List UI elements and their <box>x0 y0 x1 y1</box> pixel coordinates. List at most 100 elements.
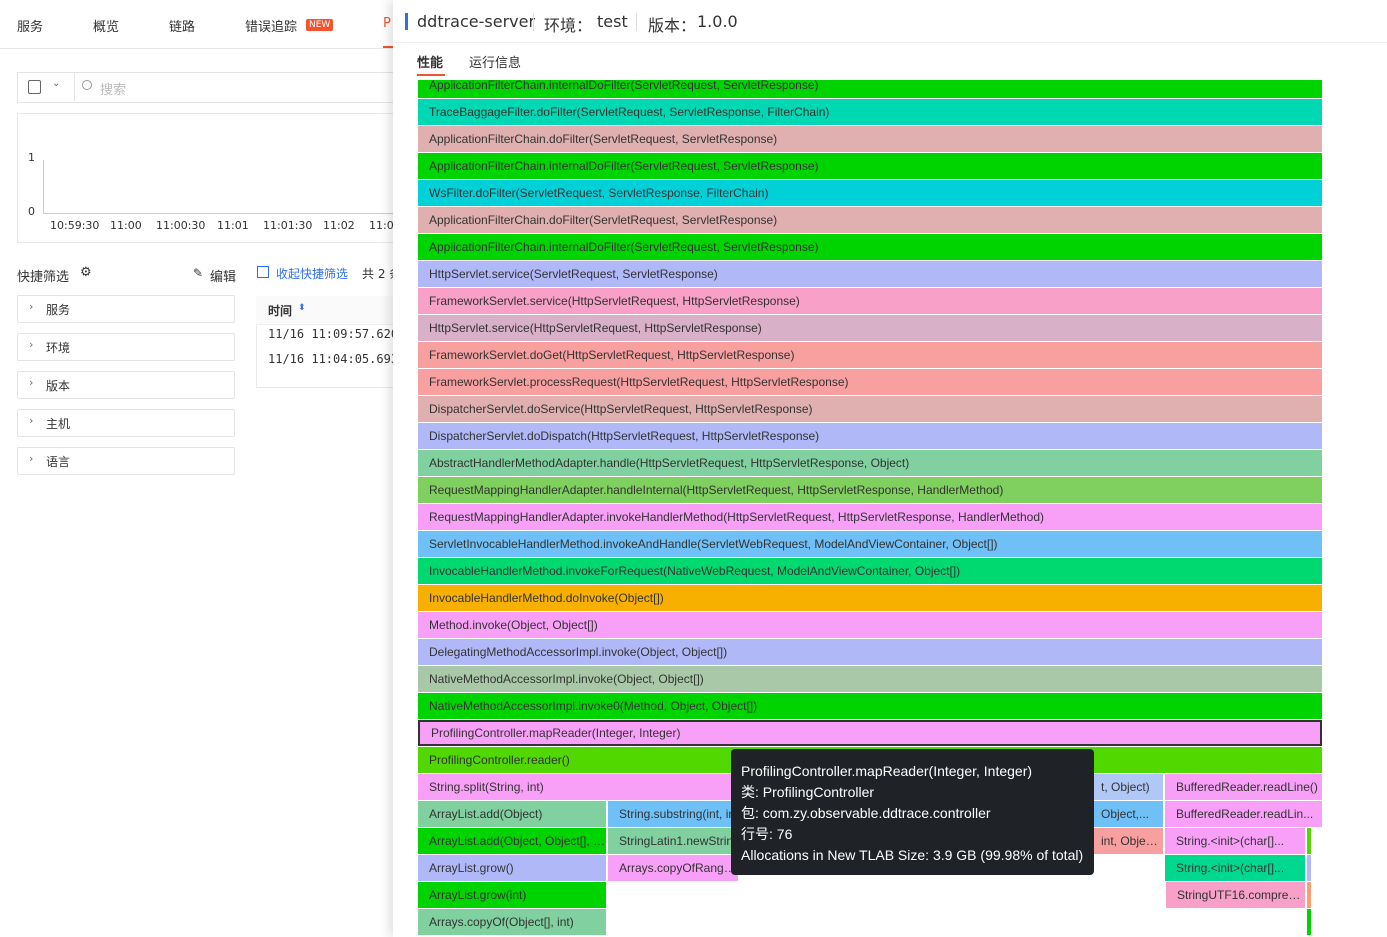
flame-frame[interactable]: RequestMappingHandlerAdapter.invokeHandl… <box>418 504 1322 530</box>
y-axis <box>43 160 44 214</box>
divider <box>74 73 75 101</box>
flame-frame[interactable]: FrameworkServlet.processRequest(HttpServ… <box>418 369 1322 395</box>
table-cell[interactable]: 11/16 11:04:05.693 <box>268 352 399 366</box>
version-label: 版本： <box>648 16 697 35</box>
flame-frame[interactable]: ProfilingController.mapReader(Integer, I… <box>418 720 1322 746</box>
flame-frame[interactable]: ApplicationFilterChain.internalDoFilter(… <box>418 153 1322 179</box>
flame-frame[interactable]: DispatcherServlet.doDispatch(HttpServlet… <box>418 423 1322 449</box>
filter-label[interactable]: 服务 <box>46 303 71 317</box>
flame-frame[interactable] <box>1307 855 1311 881</box>
expand-arrow[interactable]: › <box>29 414 34 427</box>
flame-frame[interactable]: String.<init>(char[]... <box>1165 855 1305 881</box>
table-cell[interactable]: 11/16 11:09:57.620 <box>268 327 399 341</box>
expand-arrow[interactable]: › <box>29 376 34 389</box>
flame-frame[interactable]: Arrays.copyOf(Object[], int) <box>418 909 606 935</box>
nav-item[interactable]: 链路 <box>169 20 196 35</box>
flame-frame[interactable]: FrameworkServlet.doGet(HttpServletReques… <box>418 342 1322 368</box>
filter-group[interactable] <box>17 333 235 361</box>
filter-group[interactable] <box>17 447 235 475</box>
flame-frame[interactable]: WsFilter.doFilter(ServletRequest, Servle… <box>418 180 1322 206</box>
nav-bar <box>0 0 393 49</box>
filter-label[interactable]: 主机 <box>46 417 71 431</box>
flame-frame[interactable] <box>1307 909 1311 935</box>
flame-frame[interactable]: BufferedReader.readLine() <box>1165 774 1322 800</box>
result-count: 共 2 条 <box>362 267 402 281</box>
settings-icon[interactable]: ⚙ <box>80 265 92 280</box>
flame-frame[interactable]: DelegatingMethodAccessorImpl.invoke(Obje… <box>418 639 1322 665</box>
flame-frame[interactable]: ApplicationFilterChain.doFilter(ServletR… <box>418 207 1322 233</box>
view-icon[interactable] <box>28 80 41 94</box>
dropdown-caret[interactable]: ⌄ <box>52 78 61 89</box>
service-name: ddtrace-server <box>417 12 536 31</box>
env-label: 环境： <box>544 16 593 35</box>
flame-frame[interactable]: HttpServlet.service(ServletRequest, Serv… <box>418 261 1322 287</box>
flame-frame[interactable]: ArrayList.add(Object) <box>418 801 606 827</box>
tooltip: ProfilingController.mapReader(Integer, I… <box>731 749 1094 875</box>
nav-item[interactable]: 服务 <box>17 20 44 35</box>
search-placeholder[interactable]: 搜索 <box>100 83 127 98</box>
filter-label[interactable]: 环境 <box>46 341 71 355</box>
filter-group[interactable] <box>17 295 235 323</box>
search-icon <box>82 80 92 90</box>
column-header[interactable]: 时间 <box>268 304 293 318</box>
flame-frame[interactable]: TraceBaggageFilter.doFilter(ServletReque… <box>418 99 1322 125</box>
flame-frame[interactable]: BufferedReader.readLin... <box>1165 801 1322 827</box>
x-tick-label: 11:01:30 <box>263 219 313 232</box>
tooltip-line: Allocations in New TLAB Size: 3.9 GB (99… <box>741 847 1084 863</box>
expand-arrow[interactable]: › <box>29 300 34 313</box>
tooltip-line: 包: com.zy.observable.ddtrace.controller <box>741 805 991 821</box>
flame-frame[interactable]: Arrays.copyOfRange... <box>608 855 738 881</box>
tab[interactable]: 运行信息 <box>469 56 522 71</box>
nav-item[interactable]: P <box>383 16 391 31</box>
flame-frame[interactable]: int, Object... <box>1090 828 1163 854</box>
header-divider <box>393 42 1387 43</box>
flame-frame[interactable]: DispatcherServlet.doService(HttpServletR… <box>418 396 1322 422</box>
flame-frame[interactable]: FrameworkServlet.service(HttpServletRequ… <box>418 288 1322 314</box>
filter-label[interactable]: 版本 <box>46 379 71 393</box>
flame-frame[interactable]: ApplicationFilterChain.doFilter(ServletR… <box>418 126 1322 152</box>
y-tick-label: 0 <box>28 205 35 218</box>
divider <box>636 13 637 31</box>
edit-icon[interactable]: ✎ <box>193 266 204 280</box>
flame-frame[interactable]: NativeMethodAccessorImpl.invoke0(Method,… <box>418 693 1322 719</box>
filter-label[interactable]: 语言 <box>46 455 71 469</box>
flame-frame[interactable]: InvocableHandlerMethod.invokeForRequest(… <box>418 558 1322 584</box>
flame-frame[interactable]: ArrayList.grow(int) <box>418 882 606 908</box>
flame-frame[interactable]: StringUTF16.compress... <box>1166 882 1305 908</box>
sort-icon[interactable]: ⬍ <box>298 303 306 313</box>
expand-arrow[interactable]: › <box>29 338 34 351</box>
flame-frame[interactable]: ArrayList.add(Object, Object[], int) <box>418 828 606 854</box>
flame-frame[interactable]: NativeMethodAccessorImpl.invoke(Object, … <box>418 666 1322 692</box>
nav-item[interactable]: 错误追踪 <box>245 20 298 35</box>
divider <box>533 13 534 31</box>
x-tick-label: 11:01 <box>217 219 249 232</box>
expand-arrow[interactable]: › <box>29 452 34 465</box>
collapse-icon[interactable] <box>257 266 269 278</box>
flame-frame[interactable]: t, Object) <box>1090 774 1163 800</box>
flame-frame[interactable]: ServletInvocableHandlerMethod.invokeAndH… <box>418 531 1322 557</box>
tab-active[interactable]: 性能 <box>417 56 444 71</box>
flame-frame[interactable]: String.<init>(char[]... <box>1165 828 1305 854</box>
flame-frame[interactable]: Object,... <box>1090 801 1163 827</box>
filter-group[interactable] <box>17 371 235 399</box>
quick-filter-title: 快捷筛选 <box>17 270 70 285</box>
title-accent <box>405 13 408 30</box>
flame-frame[interactable] <box>1307 828 1311 854</box>
flame-frame[interactable]: AbstractHandlerMethodAdapter.handle(Http… <box>418 450 1322 476</box>
nav-item[interactable]: 概览 <box>93 20 120 35</box>
flame-frame[interactable]: ApplicationFilterChain.internalDoFilter(… <box>418 234 1322 260</box>
edit-button[interactable]: 编辑 <box>210 270 237 285</box>
flame-frame[interactable] <box>1307 882 1311 908</box>
filter-group[interactable] <box>17 409 235 437</box>
collapse-button[interactable]: 收起快捷筛选 <box>276 267 349 281</box>
x-tick-label: 11:02 <box>369 219 401 232</box>
flame-frame[interactable]: ArrayList.grow() <box>418 855 606 881</box>
table-header <box>256 296 416 325</box>
flame-frame[interactable]: RequestMappingHandlerAdapter.handleInter… <box>418 477 1322 503</box>
x-tick-label: 11:00 <box>110 219 142 232</box>
flame-frame[interactable]: Method.invoke(Object, Object[]) <box>418 612 1322 638</box>
flame-frame[interactable]: ApplicationFilterChain.internalDoFilter(… <box>418 80 1322 98</box>
flame-frame[interactable]: HttpServlet.service(HttpServletRequest, … <box>418 315 1322 341</box>
flame-frame[interactable]: InvocableHandlerMethod.doInvoke(Object[]… <box>418 585 1322 611</box>
